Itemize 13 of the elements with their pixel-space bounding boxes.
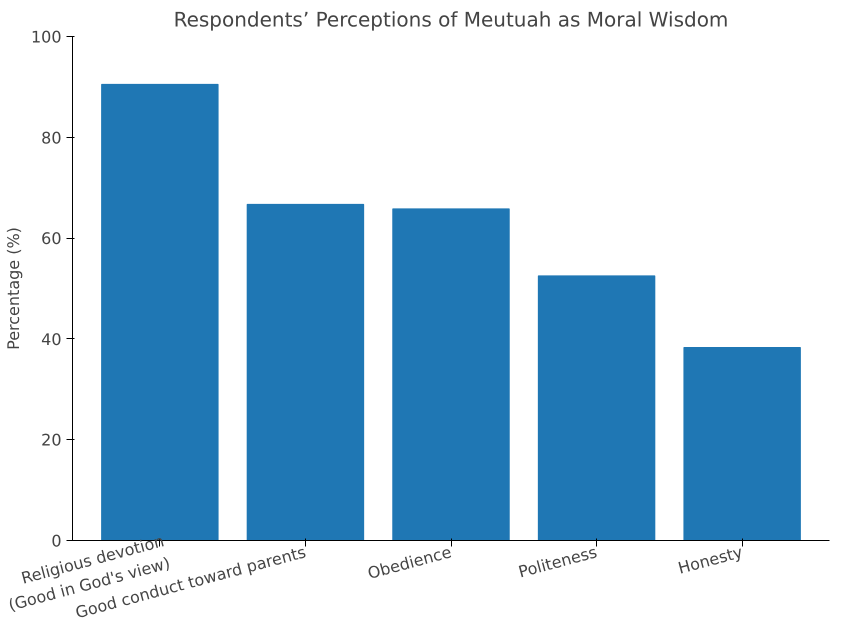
y-tick-label: 100 — [30, 28, 62, 46]
y-axis-title: Percentage (%) — [4, 227, 23, 350]
y-tick-label: 60 — [41, 229, 62, 248]
chart-title: Respondents’ Perceptions of Meutuah as Moral Wisdom — [174, 8, 728, 32]
y-tick-label: 0 — [51, 532, 62, 550]
bar — [246, 204, 364, 540]
bar — [392, 208, 510, 540]
bar — [538, 275, 656, 540]
y-tick-label: 20 — [41, 430, 62, 450]
y-tick-label: 40 — [41, 330, 62, 349]
y-tick-label: 80 — [41, 128, 62, 148]
x-tick-label: Honesty — [676, 542, 745, 578]
bar — [683, 346, 801, 540]
